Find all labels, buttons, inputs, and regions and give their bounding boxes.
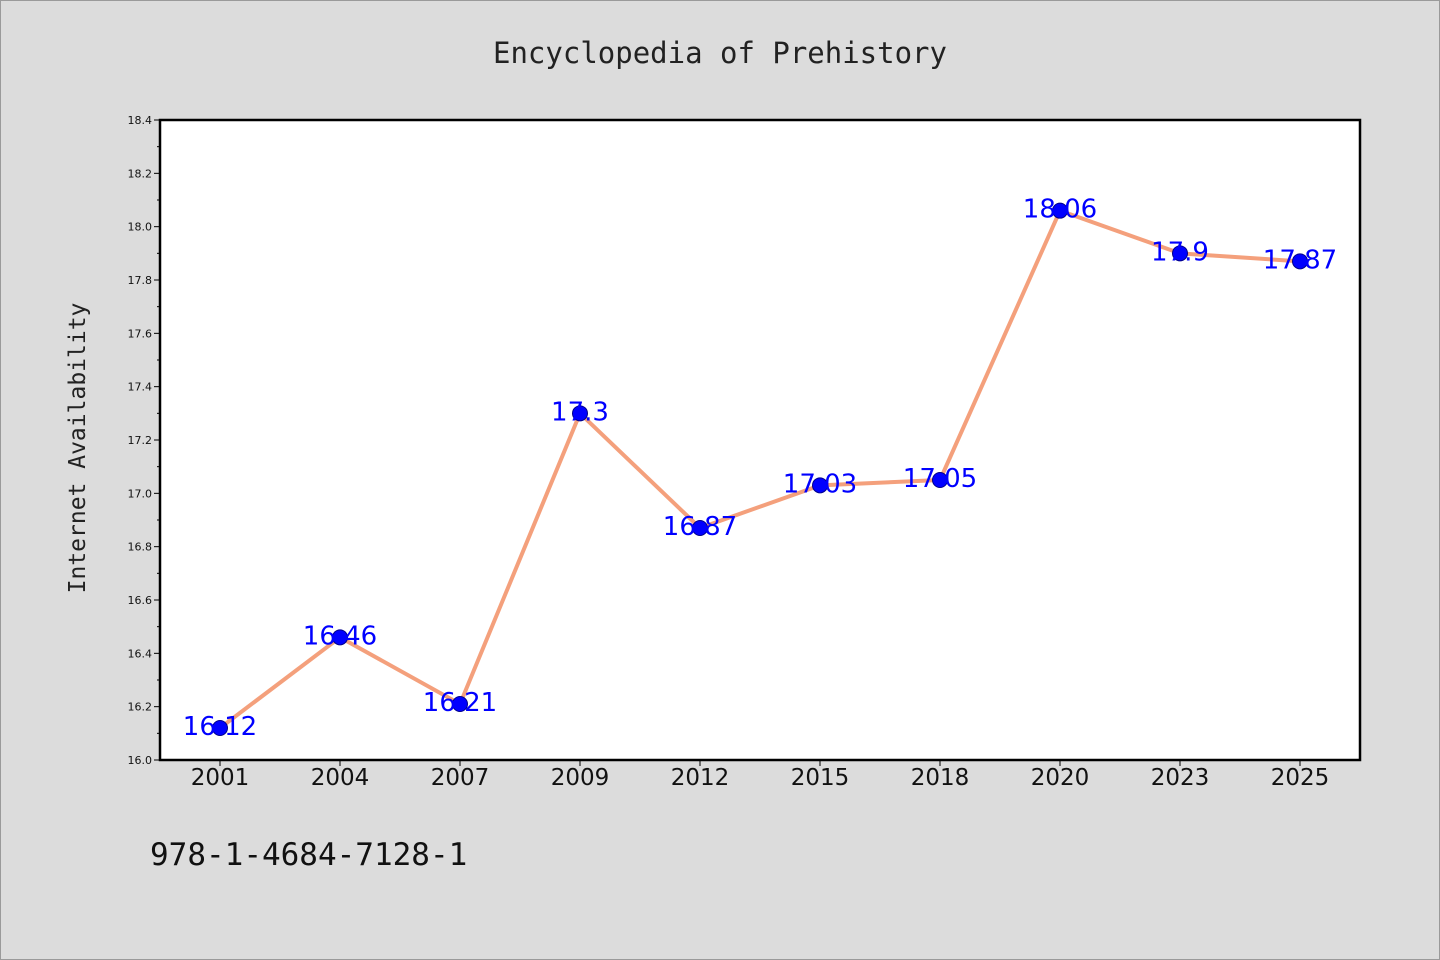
y-tick-label: 16.6	[128, 594, 153, 607]
x-axis: 2001 2004 2007 2009 2012 2015 2018 2020 2023 2025	[191, 760, 1330, 791]
data-label: 16.46	[303, 621, 377, 651]
y-tick-label: 16.8	[128, 541, 153, 554]
series-markers	[212, 202, 1308, 736]
x-tick-label: 2009	[551, 765, 610, 791]
data-label: 17.9	[1151, 237, 1209, 267]
data-label: 17.87	[1263, 245, 1337, 275]
data-label: 16.12	[183, 712, 257, 742]
data-point	[1172, 245, 1188, 262]
data-label: 17.3	[551, 397, 609, 427]
x-tick-label: 2023	[1151, 765, 1210, 791]
data-label: 18.06	[1023, 195, 1097, 225]
data-label: 16.21	[423, 688, 497, 718]
y-tick-label: 18.4	[128, 114, 153, 127]
y-tick-label: 16.4	[128, 647, 153, 660]
series-line-group	[218, 208, 1302, 730]
data-point	[692, 520, 708, 536]
y-tick-label: 17.2	[128, 434, 153, 447]
x-tick-label: 2001	[191, 765, 250, 791]
data-point	[932, 472, 948, 488]
y-tick-label: 17.8	[128, 274, 153, 287]
data-point	[212, 720, 228, 736]
data-point	[812, 477, 828, 494]
plot-area	[158, 118, 1362, 762]
data-label: 17.03	[783, 469, 857, 499]
data-label: 16.87	[663, 512, 737, 542]
chart-title: Encyclopedia of Prehistory	[493, 36, 947, 70]
y-tick-label: 16.2	[128, 701, 153, 714]
data-point	[452, 696, 468, 712]
x-tick-label: 2025	[1271, 765, 1330, 791]
y-tick-label: 17.6	[128, 327, 153, 340]
x-tick-label: 2012	[671, 765, 730, 791]
y-tick-label: 17.4	[128, 381, 153, 394]
y-tick-label: 16.0	[128, 754, 153, 767]
series-line	[218, 208, 1302, 730]
data-point	[332, 629, 348, 646]
y-tick-label: 18.2	[128, 167, 153, 180]
x-tick-label: 2020	[1031, 765, 1090, 791]
y-axis: 16.0 16.2 16.4 16.6 16.8 17.0 17.2 17.4 17.6 17.8…	[128, 114, 160, 767]
y-axis-label: Internet Availability	[65, 303, 91, 594]
y-tick-label: 18.0	[128, 221, 153, 234]
data-point	[1292, 253, 1308, 270]
x-tick-label: 2018	[911, 765, 970, 791]
data-label: 17.05	[903, 464, 977, 494]
isbn-text: 978-1-4684-7128-1	[150, 837, 467, 873]
data-labels: 16.12 16.46 16.21 17.3 16.87 17.03 17.05 18.06 1…	[183, 195, 1337, 742]
y-tick-label: 17.0	[128, 487, 153, 500]
data-point	[572, 405, 588, 422]
x-tick-label: 2015	[791, 765, 850, 791]
data-point	[1052, 202, 1068, 219]
x-tick-label: 2007	[431, 765, 490, 791]
x-tick-label: 2004	[311, 765, 370, 791]
